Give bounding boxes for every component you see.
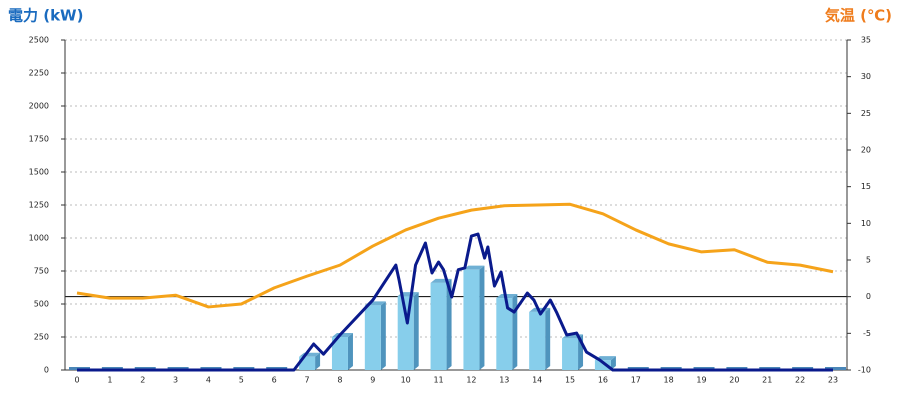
bar <box>825 367 846 370</box>
bar-side <box>347 333 353 370</box>
x-tick-label: 19 <box>696 376 706 385</box>
y-tick-label: 750 <box>34 267 49 276</box>
x-tick-label: 8 <box>337 376 342 385</box>
x-tick-label: 11 <box>433 376 443 385</box>
bar <box>529 311 546 370</box>
x-tick-label: 1 <box>107 376 112 385</box>
y2-tick-label: 0 <box>866 292 871 301</box>
bar-side <box>545 307 551 370</box>
x-tick-label: 7 <box>305 376 310 385</box>
bar-side <box>315 352 321 370</box>
y-tick-label: 1000 <box>29 234 49 243</box>
y2-tick-label: 25 <box>861 109 871 118</box>
bar-side <box>446 278 452 370</box>
x-tick-label: 16 <box>598 376 608 385</box>
bar <box>364 305 381 370</box>
y-tick-label: 500 <box>34 300 49 309</box>
y-tick-label: 2000 <box>29 102 49 111</box>
y2-tick-label: -10 <box>858 366 871 375</box>
x-tick-label: 4 <box>206 376 211 385</box>
y-tick-label: 2500 <box>29 36 49 45</box>
bar-side <box>512 294 518 370</box>
x-tick-label: 9 <box>370 376 375 385</box>
x-tick-label: 21 <box>762 376 772 385</box>
y2-tick-label: 30 <box>861 72 871 81</box>
y-tick-label: 2250 <box>29 69 49 78</box>
bar <box>331 337 348 370</box>
bar-side <box>610 356 616 370</box>
bar <box>496 298 513 370</box>
y-tick-label: 250 <box>34 333 49 342</box>
bar <box>430 282 447 370</box>
x-tick-label: 14 <box>532 376 542 385</box>
y2-tick-label: 5 <box>866 256 871 265</box>
x-tick-label: 22 <box>795 376 805 385</box>
y-tick-label: 0 <box>44 366 49 375</box>
x-tick-label: 5 <box>239 376 244 385</box>
y-tick-label: 1500 <box>29 168 49 177</box>
power-line <box>77 232 833 372</box>
x-tick-label: 3 <box>173 376 178 385</box>
x-tick-label: 0 <box>74 376 79 385</box>
bar <box>594 360 611 370</box>
bar <box>562 338 579 370</box>
x-tick-label: 20 <box>729 376 739 385</box>
y2-tick-label: 20 <box>861 146 871 155</box>
x-tick-label: 18 <box>664 376 674 385</box>
y2-tick-label: 15 <box>861 182 871 191</box>
y2-tick-label: 35 <box>861 36 871 45</box>
x-tick-label: 13 <box>499 376 509 385</box>
bar-top <box>463 265 485 270</box>
x-tick-label: 15 <box>565 376 575 385</box>
bar-side <box>413 292 419 370</box>
temperature-line <box>76 202 834 309</box>
bar <box>463 269 480 370</box>
y-tick-label: 1750 <box>29 135 49 144</box>
y-axis-title: 電力 (kW) <box>8 7 83 25</box>
x-tick-label: 2 <box>140 376 145 385</box>
x-tick-label: 12 <box>466 376 476 385</box>
y2-axis-title: 気温 (℃) <box>825 7 892 25</box>
x-tick-label: 23 <box>828 376 838 385</box>
x-tick-label: 6 <box>272 376 277 385</box>
y2-tick-label: 10 <box>861 219 871 228</box>
y-tick-label: 1250 <box>29 201 49 210</box>
y2-tick-label: -5 <box>863 329 871 338</box>
bar-side <box>479 265 485 370</box>
x-tick-label: 10 <box>401 376 411 385</box>
bar-side <box>380 301 386 370</box>
x-tick-label: 17 <box>631 376 641 385</box>
